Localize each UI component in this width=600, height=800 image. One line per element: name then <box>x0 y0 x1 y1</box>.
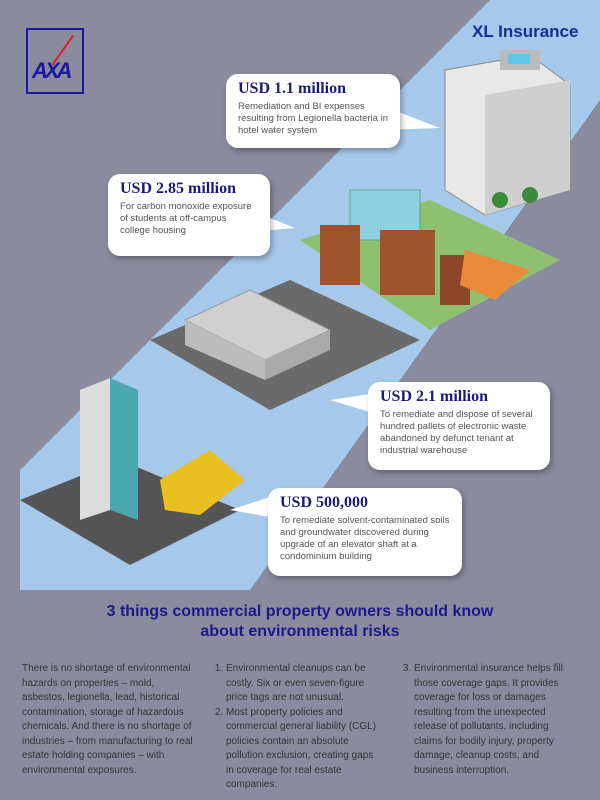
hotel-illustration <box>444 50 571 216</box>
case-description: To remediate and dispose of several hund… <box>380 409 533 456</box>
case-amount: USD 2.1 million <box>380 388 489 405</box>
xl-insurance-logo: XL Insurance <box>472 22 579 41</box>
warehouse-illustration <box>150 280 420 410</box>
intro-text: There is no shortage of environmental ha… <box>22 663 193 776</box>
case-description: Remediation and BI expenses resulting fr… <box>238 101 388 136</box>
case-bubble-hotel: USD 1.1 million Remediation and BI expen… <box>226 74 400 148</box>
bubble-tail <box>330 394 370 412</box>
case-bubble-condo: USD 500,000 To remediate solvent-contami… <box>268 488 462 576</box>
case-description: For carbon monoxide exposure of students… <box>120 201 252 236</box>
case-bubble-warehouse: USD 2.1 million To remediate and dispose… <box>368 382 550 470</box>
case-amount: USD 500,000 <box>280 494 369 511</box>
case-description: To remediate solvent-contaminated soils … <box>280 515 450 562</box>
case-bubble-campus: USD 2.85 million For carbon monoxide exp… <box>108 174 270 256</box>
axa-logo: AXA <box>26 28 84 94</box>
case-amount: USD 2.85 million <box>120 180 237 197</box>
campus-illustration <box>300 189 560 330</box>
bubble-tail <box>230 497 270 517</box>
point-item: Environmental cleanups can be costly. Si… <box>226 662 378 706</box>
points-list-1: Environmental cleanups can be costly. Si… <box>208 662 378 793</box>
section-title: 3 things commercial property owners shou… <box>106 603 494 640</box>
point-item: Most property policies and commercial ge… <box>226 706 378 793</box>
points-list-2: Environmental insurance helps fill those… <box>396 662 576 778</box>
point-item: Environmental insurance helps fill those… <box>414 662 576 778</box>
case-amount: USD 1.1 million <box>238 80 347 97</box>
condo-illustration <box>20 378 245 565</box>
